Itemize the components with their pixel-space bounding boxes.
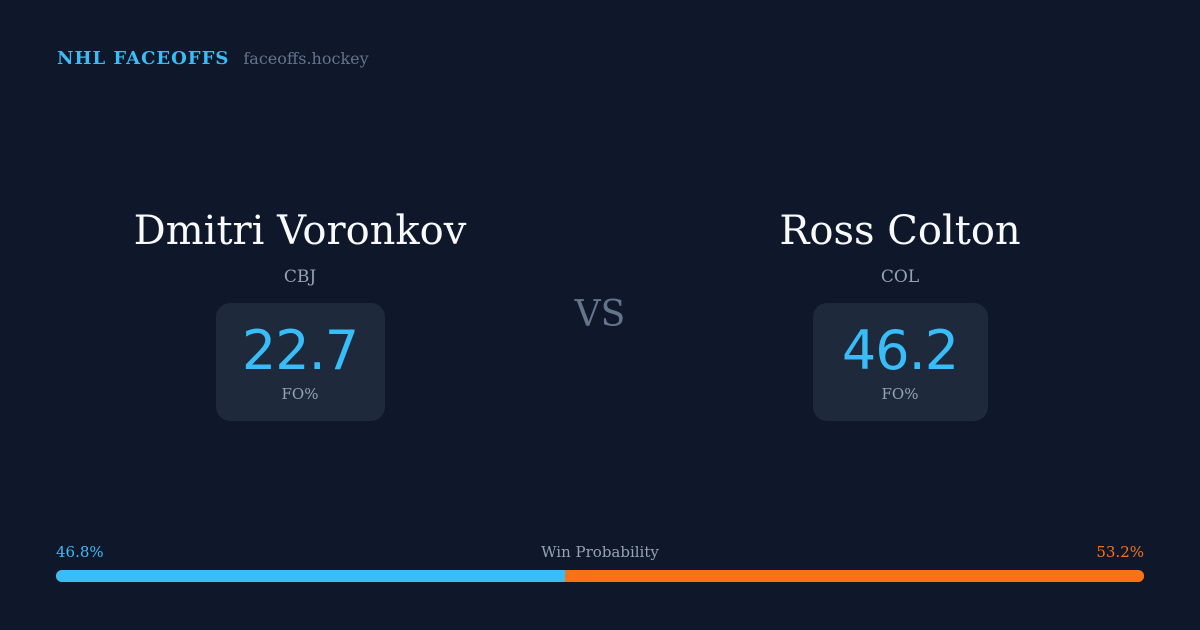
vs-label: VS	[574, 294, 626, 335]
win-probability-labels: 46.8% Win Probability 53.2%	[56, 543, 1144, 561]
stat-label: FO%	[281, 385, 319, 403]
player-team: CBJ	[283, 267, 317, 287]
brand-header: NHL FACEOFFS faceoffs.hockey	[57, 48, 369, 69]
win-probability-label: Win Probability	[541, 543, 659, 561]
stat-value: 22.7	[241, 319, 359, 382]
site-url: faceoffs.hockey	[243, 49, 369, 68]
player-name: Dmitri Voronkov	[133, 208, 467, 254]
right-probability-fill	[565, 570, 1144, 582]
win-probability-bar	[56, 570, 1144, 582]
stat-label: FO%	[881, 385, 919, 403]
stat-value: 46.2	[841, 319, 959, 382]
right-probability: 53.2%	[1096, 543, 1144, 561]
left-probability-fill	[56, 570, 566, 582]
left-probability: 46.8%	[56, 543, 104, 561]
player-team: COL	[880, 267, 920, 287]
brand-title: NHL FACEOFFS	[57, 48, 230, 69]
faceoff-stat-card: 46.2 FO%	[812, 303, 988, 421]
faceoff-stat-card: 22.7 FO%	[215, 303, 385, 421]
player-name: Ross Colton	[779, 208, 1021, 254]
player-right: Ross Colton COL 46.2 FO%	[600, 205, 1200, 421]
player-left: Dmitri Voronkov CBJ 22.7 FO%	[0, 205, 600, 421]
